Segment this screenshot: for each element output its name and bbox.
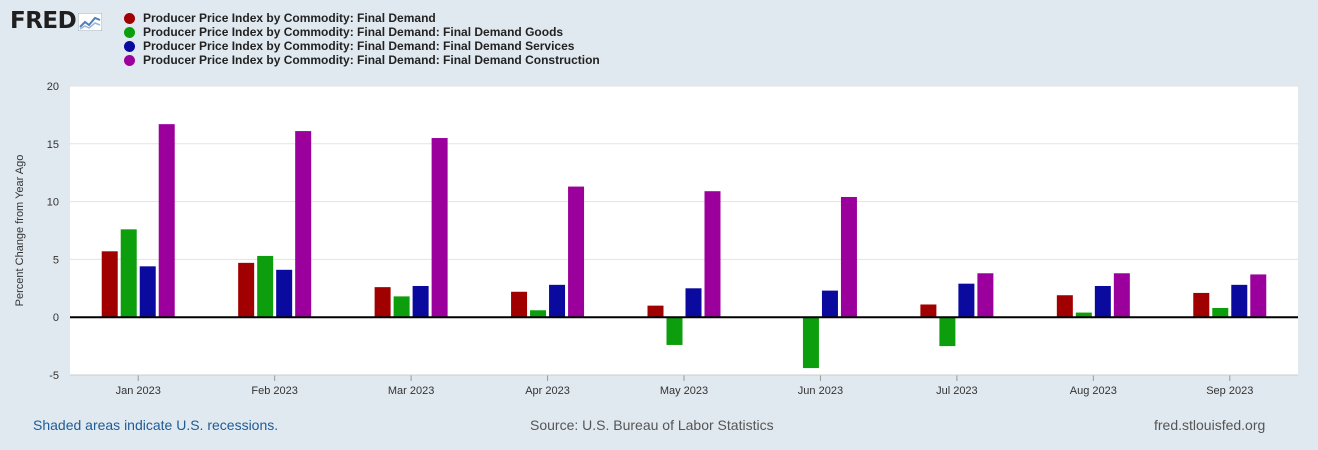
chart-trend-icon (78, 13, 103, 31)
bar-3 (412, 285, 429, 318)
x-tick-label: Feb 2023 (251, 385, 297, 397)
legend-swatch (124, 40, 135, 52)
legend-item-final-demand[interactable]: Producer Price Index by Commodity: Final… (124, 11, 600, 25)
bar-3 (821, 290, 838, 318)
legend-swatch (124, 12, 135, 24)
bar-4 (977, 273, 994, 318)
bar-2 (393, 296, 410, 318)
bar-2 (257, 255, 274, 318)
y-tick-label: 15 (47, 139, 59, 151)
bar-1 (238, 262, 255, 318)
x-tick-label: Mar 2023 (388, 385, 434, 397)
bar-1 (1056, 295, 1073, 318)
fred-logo[interactable]: FRED (10, 8, 103, 34)
bar-3 (276, 269, 293, 318)
bar-4 (295, 131, 312, 318)
bar-4 (158, 124, 175, 318)
fred-logo-text: FRED (10, 8, 77, 34)
bar-3 (685, 288, 702, 318)
bar-2 (120, 229, 137, 318)
x-tick-label: Jul 2023 (936, 385, 978, 397)
y-tick-label: 20 (47, 81, 59, 93)
x-tick-label: May 2023 (660, 385, 708, 397)
bar-2 (530, 310, 547, 318)
site-link[interactable]: fred.stlouisfed.org (1154, 417, 1266, 433)
x-tick-label: Sep 2023 (1206, 385, 1253, 397)
bar-3 (1231, 284, 1248, 318)
x-tick-label: Aug 2023 (1070, 385, 1117, 397)
bar-4 (431, 138, 448, 318)
plot-area (70, 86, 1298, 375)
bar-3 (139, 266, 156, 318)
bar-1 (101, 251, 118, 318)
source-note: Source: U.S. Bureau of Labor Statistics (530, 417, 774, 433)
legend-label: Producer Price Index by Commodity: Final… (143, 53, 600, 67)
bar-2 (802, 317, 819, 369)
legend-label: Producer Price Index by Commodity: Final… (143, 11, 436, 25)
legend-item-goods[interactable]: Producer Price Index by Commodity: Final… (124, 25, 600, 39)
bar-4 (568, 186, 585, 318)
bar-1 (374, 287, 391, 318)
y-axis-label: Percent Change from Year Ago (14, 155, 26, 307)
x-tick-label: Apr 2023 (525, 385, 570, 397)
legend-swatch (124, 26, 135, 38)
bar-2 (666, 317, 683, 345)
legend-label: Producer Price Index by Commodity: Final… (143, 25, 564, 39)
y-tick-label: 5 (53, 254, 59, 266)
bar-chart: -5 0 5 10 15 20 Percent Change from Year Ago Ja… (14, 81, 1298, 397)
bar-4 (704, 191, 721, 318)
legend-swatch (124, 54, 135, 66)
bar-4 (840, 196, 857, 318)
bar-1 (1193, 292, 1210, 318)
bar-4 (1250, 274, 1267, 318)
y-tick-label: 0 (53, 312, 59, 324)
bar-3 (1094, 285, 1111, 318)
y-tick-label: 10 (47, 197, 59, 209)
legend-label: Producer Price Index by Commodity: Final… (143, 39, 575, 53)
legend-item-construction[interactable]: Producer Price Index by Commodity: Final… (124, 53, 600, 67)
x-tick-label: Jun 2023 (798, 385, 843, 397)
y-tick-label: -5 (49, 370, 59, 382)
bar-2 (939, 317, 956, 347)
bar-3 (549, 284, 566, 318)
legend-item-services[interactable]: Producer Price Index by Commodity: Final… (124, 39, 600, 53)
bar-2 (1075, 312, 1092, 318)
chart-legend: Producer Price Index by Commodity: Final… (124, 11, 600, 67)
bar-1 (920, 304, 937, 318)
bar-4 (1113, 273, 1130, 318)
bar-3 (958, 283, 975, 318)
bar-1 (511, 291, 528, 318)
x-tick-label: Jan 2023 (116, 385, 161, 397)
bar-1 (647, 305, 664, 318)
recession-note: Shaded areas indicate U.S. recessions. (33, 417, 279, 433)
bar-2 (1212, 307, 1229, 318)
